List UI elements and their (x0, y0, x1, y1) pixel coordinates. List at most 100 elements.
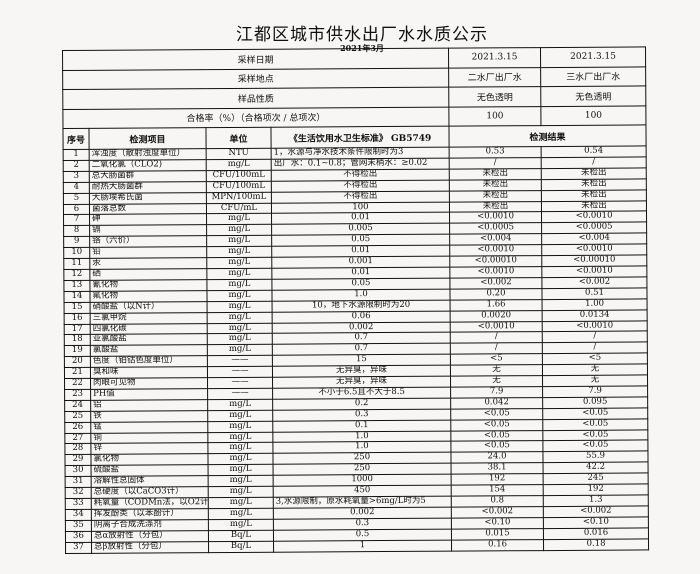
row-result-2: <0.0010 (541, 244, 647, 256)
row-result-1: 192 (451, 473, 544, 486)
row-no: 30 (65, 465, 92, 477)
row-no: 27 (64, 432, 91, 444)
row-result-2: 0.0134 (542, 309, 648, 322)
row-item: 铜 (90, 432, 208, 444)
row-item: 浑浊度（散射浊度单位） (89, 148, 207, 161)
row-result-2: <0.05 (542, 429, 648, 442)
row-no: 18 (64, 334, 91, 346)
row-result-2: <0.004 (541, 233, 647, 245)
row-unit: mg/L (208, 519, 274, 531)
row-result-1: <0.00010 (449, 255, 542, 268)
row-result-2: 未检出 (541, 178, 647, 191)
row-item: 四氯化碳 (90, 323, 208, 335)
row-result-1: <0.05 (450, 441, 543, 453)
row-result-1: <0.002 (449, 277, 542, 289)
row-unit: NTU (206, 148, 272, 160)
row-result-2: 未检出 (541, 189, 647, 202)
row-item: 阴离子合成洗涤剂 (91, 519, 209, 532)
row-item: 耐热大肠菌群 (89, 181, 207, 193)
row-item: PH值 (90, 388, 208, 401)
row-result-2: <0.00010 (541, 254, 647, 267)
row-no: 34 (65, 509, 92, 521)
row-no: 9 (63, 236, 90, 248)
row-item: 氟化物 (89, 290, 208, 303)
row-result-2: 未检出 (541, 167, 647, 180)
row-result-1: / (450, 331, 543, 344)
row-result-2: 0.18 (543, 538, 649, 551)
row-item: 二氧化氯（CLO2) (89, 159, 207, 172)
row-item: 锌 (90, 443, 208, 455)
row-no: 37 (65, 541, 92, 554)
row-item: 总硬度（以CaCO3计） (91, 486, 209, 499)
row-item: 挥发酚类（以苯酚计） (91, 508, 209, 521)
row-result-1: 38.1 (451, 462, 544, 475)
meta-value-2: 三水厂出厂水 (540, 66, 646, 87)
row-result-2: <0.10 (543, 516, 649, 529)
row-unit: mg/L (206, 159, 272, 171)
row-item: 硝酸盐（以N计） (90, 301, 208, 313)
row-unit: CFU/100mL (206, 180, 272, 193)
row-item: 肉眼可见物 (90, 377, 208, 390)
row-result-1: <0.0010 (449, 212, 542, 224)
row-result-1: <0.004 (449, 233, 542, 246)
row-unit: Bq/L (208, 540, 274, 553)
row-item: 亚氯酸盐 (90, 334, 208, 346)
row-item: 铁 (90, 410, 208, 422)
row-result-1: 0.53 (449, 146, 542, 159)
row-unit: mg/L (207, 442, 273, 454)
row-item: 总α放射性（分包） (91, 530, 209, 542)
row-item: 氰化物 (89, 279, 207, 292)
meta-value-2: 无色透明 (540, 85, 646, 107)
row-unit: mg/L (207, 300, 273, 313)
row-unit: mg/L (206, 235, 272, 247)
row-no: 2 (63, 160, 90, 172)
row-no: 16 (64, 312, 91, 324)
row-no: 24 (64, 400, 91, 412)
row-item: 锰 (90, 421, 208, 433)
row-item: 臭和味 (90, 366, 208, 379)
row-result-1: 1.66 (450, 299, 543, 311)
row-result-1: 154 (451, 484, 544, 497)
row-unit: mg/L (207, 322, 273, 335)
header-result: 检测结果 (448, 124, 647, 148)
row-item: 色度（铂钴色度单位） (90, 355, 208, 368)
row-result-2: 0.54 (541, 145, 647, 158)
row-result-2: <0.05 (542, 407, 648, 420)
row-result-2: 无 (542, 374, 648, 387)
row-standard: 出厂水：0.1~0.8；管网末梢水：≥0.02 (271, 158, 450, 171)
row-result-1: <0.05 (450, 408, 543, 420)
row-result-1: 无 (450, 364, 543, 377)
row-item: 铬（六价） (89, 235, 207, 248)
row-result-2: 无 (542, 364, 648, 376)
header-unit: 单位 (205, 127, 272, 149)
row-item: 溶解性总固体 (91, 475, 209, 488)
row-result-1: <0.0010 (449, 266, 542, 279)
row-unit: mg/L (208, 508, 274, 520)
row-unit: mg/L (206, 268, 272, 280)
header-no: 序号 (62, 128, 90, 150)
row-no: 19 (64, 345, 91, 357)
meta-label: 采样日期 (62, 48, 449, 70)
row-unit: —— (207, 377, 273, 389)
row-unit: mg/L (207, 399, 273, 411)
row-no: 10 (63, 247, 90, 259)
document-title: 江都区城市供水出厂水水质公示 (236, 25, 488, 45)
meta-value-1: 100 (448, 106, 541, 127)
row-result-1: 无 (450, 375, 543, 388)
row-result-1: 0.8 (451, 495, 544, 508)
row-result-2: 7.9 (542, 385, 648, 398)
row-result-1: 0.015 (451, 528, 544, 540)
row-no: 14 (63, 291, 91, 303)
row-unit: mg/L (207, 344, 273, 356)
meta-value-2: 2021.3.15 (540, 46, 646, 68)
row-unit: Bq/L (208, 529, 274, 542)
row-no: 15 (64, 302, 91, 314)
row-no: 21 (64, 367, 91, 379)
row-no: 22 (64, 378, 91, 390)
meta-value-1: 二水厂出厂水 (448, 67, 541, 88)
row-item: 总大肠菌群 (89, 170, 207, 183)
row-no: 17 (64, 323, 91, 335)
row-unit: mg/L (206, 213, 272, 225)
row-item: 总β放射性（分包） (91, 541, 209, 553)
row-no: 3 (63, 171, 90, 183)
